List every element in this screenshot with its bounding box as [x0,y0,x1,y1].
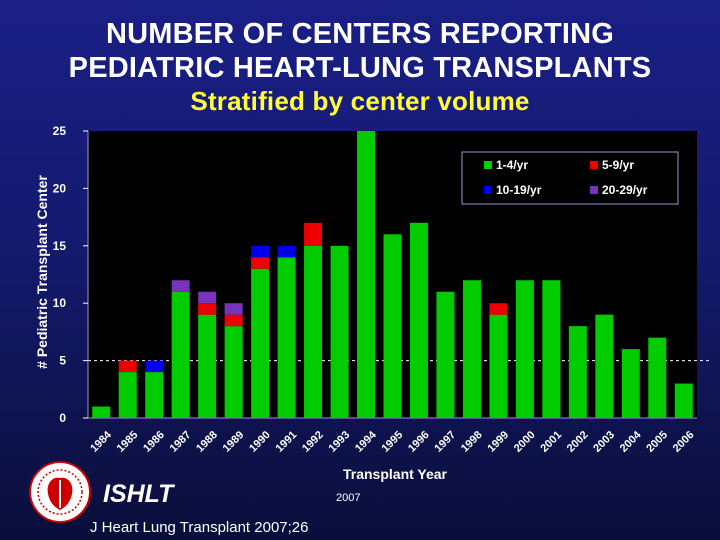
bar-segment [595,314,614,418]
bar-segment [542,280,561,418]
legend-label: 20-29/yr [602,183,648,197]
bar-segment [674,383,693,418]
bar-segment [304,222,323,246]
legend-label: 10-19/yr [496,183,542,197]
bar-segment [489,303,508,315]
bar-segment [198,291,217,304]
bar-segment [118,360,137,373]
x-tick-label: 2001 [538,429,564,455]
report-year: 2007 [336,492,361,504]
bar-segment [330,245,349,418]
bar-segment [515,280,534,418]
bar-segment [277,245,296,258]
x-tick-label: 1989 [221,429,247,455]
bar-segment [118,372,137,418]
x-axis-label: Transplant Year [343,466,448,482]
bar-segment [304,245,323,418]
bar-segment [383,234,402,418]
y-tick-label: 5 [59,354,66,368]
bar-segment [171,280,190,292]
x-tick-label: 1987 [168,429,194,455]
x-tick-label: 1991 [274,429,300,455]
bar-segment [436,291,455,418]
x-tick-label: 1999 [485,429,511,455]
bar-segment [357,131,376,418]
chart-title-line2: PEDIATRIC HEART-LUNG TRANSPLANTS [68,52,652,84]
bar-segment [145,372,164,418]
bar-segment [224,326,243,418]
legend-swatch [590,186,598,194]
bar-segment [648,337,667,418]
citation: J Heart Lung Transplant 2007;26 [90,519,309,536]
legend-label: 5-9/yr [602,158,634,172]
bar-segment [198,314,217,418]
legend-swatch [590,161,598,169]
y-tick-label: 0 [59,411,66,425]
bar-segment [145,360,164,373]
chart-subtitle: Stratified by center volume [190,86,530,116]
bar-segment [621,349,640,418]
bar-segment [224,314,243,327]
x-tick-label: 1993 [327,429,353,455]
x-tick-label: 1990 [247,429,273,455]
ishlt-logo-icon [29,461,91,523]
bar-segment [198,303,217,315]
x-tick-label: 1994 [353,428,379,454]
x-tick-label: 1998 [459,429,485,455]
y-tick-label: 10 [53,296,67,310]
bar-segment [92,406,111,418]
bar-segment [251,268,270,418]
y-tick-label: 25 [53,124,67,138]
x-tick-label: 1986 [141,429,167,455]
x-tick-label: 1984 [88,428,114,454]
bar-segment [277,257,296,418]
x-tick-label: 2004 [618,428,644,454]
org-name: ISHLT [103,480,174,508]
x-tick-label: 1988 [194,429,220,455]
y-axis-label: # Pediatric Transplant Center [34,175,50,369]
x-tick-label: 2000 [512,429,538,455]
x-tick-label: 1997 [432,429,458,455]
chart-title-line1: NUMBER OF CENTERS REPORTING [105,18,615,50]
bar-segment [462,280,481,418]
bar-segment [224,303,243,315]
legend-box [461,151,679,205]
bar-segment [409,222,428,418]
x-tick-label: 2003 [591,429,617,455]
legend-label: 1-4/yr [496,158,528,172]
legend-swatch [484,186,492,194]
y-tick-label: 20 [53,181,67,195]
bar-segment [251,245,270,258]
x-tick-label: 1995 [379,429,405,455]
legend-swatch [484,161,492,169]
x-tick-label: 2006 [671,429,697,455]
x-tick-label: 1996 [406,429,432,455]
y-tick-label: 15 [53,239,67,253]
bar-segment [251,257,270,269]
x-tick-label: 1985 [115,429,141,455]
x-tick-label: 2002 [565,429,591,455]
bar-segment [171,291,190,418]
bar-segment [489,314,508,418]
bar-segment [568,326,587,418]
x-tick-label: 2005 [644,429,670,455]
x-tick-label: 1992 [300,429,326,455]
